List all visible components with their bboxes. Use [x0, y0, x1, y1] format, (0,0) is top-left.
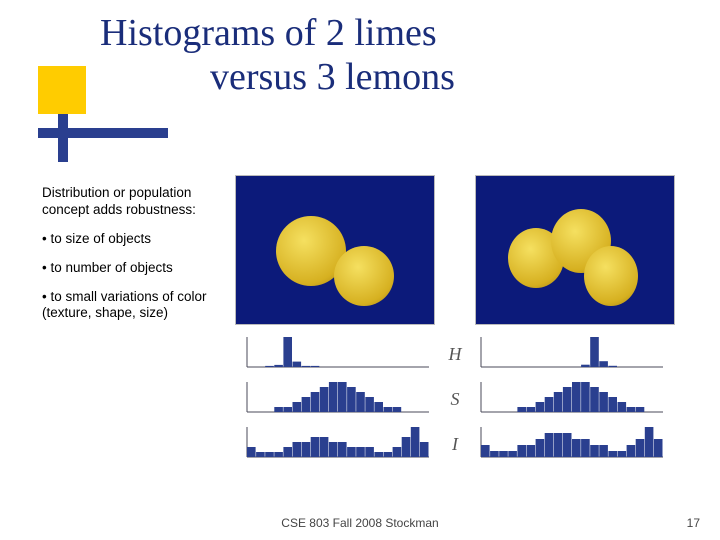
hist-label-S: S [445, 389, 465, 410]
hist-right-H [477, 333, 667, 376]
figure-area: H S I [225, 175, 685, 468]
hist-left-S [243, 378, 433, 421]
hist-right-S [477, 378, 667, 421]
hist-row-I: I [225, 423, 685, 466]
hist-row-H: H [225, 333, 685, 376]
sidebar-intro: Distribution or population concept adds … [42, 185, 212, 219]
title-line2: versus 3 lemons [100, 56, 455, 98]
page-number: 17 [687, 516, 700, 530]
slide-title: Histograms of 2 limes versus 3 lemons [100, 12, 680, 99]
hist-label-H: H [445, 344, 465, 365]
sidebar-text: Distribution or population concept adds … [42, 185, 212, 334]
hist-row-S: S [225, 378, 685, 421]
sidebar-bullet-2: • to small variations of color (texture,… [42, 289, 212, 323]
photo-limes [235, 175, 435, 325]
photo-lemons [475, 175, 675, 325]
photos-row [225, 175, 685, 325]
fruit-blob [584, 246, 638, 306]
histogram-rows: H S I [225, 333, 685, 466]
hist-left-I [243, 423, 433, 466]
decor-blue-vbar [58, 114, 68, 162]
title-line1: Histograms of 2 limes [100, 12, 437, 54]
hist-label-I: I [445, 434, 465, 455]
sidebar-bullet-0: • to size of objects [42, 231, 212, 248]
hist-left-H [243, 333, 433, 376]
hist-right-I [477, 423, 667, 466]
fruit-blob [334, 246, 394, 306]
sidebar-bullet-1: • to number of objects [42, 260, 212, 277]
decor-yellow-square [38, 66, 86, 114]
footer-text: CSE 803 Fall 2008 Stockman [0, 516, 720, 530]
